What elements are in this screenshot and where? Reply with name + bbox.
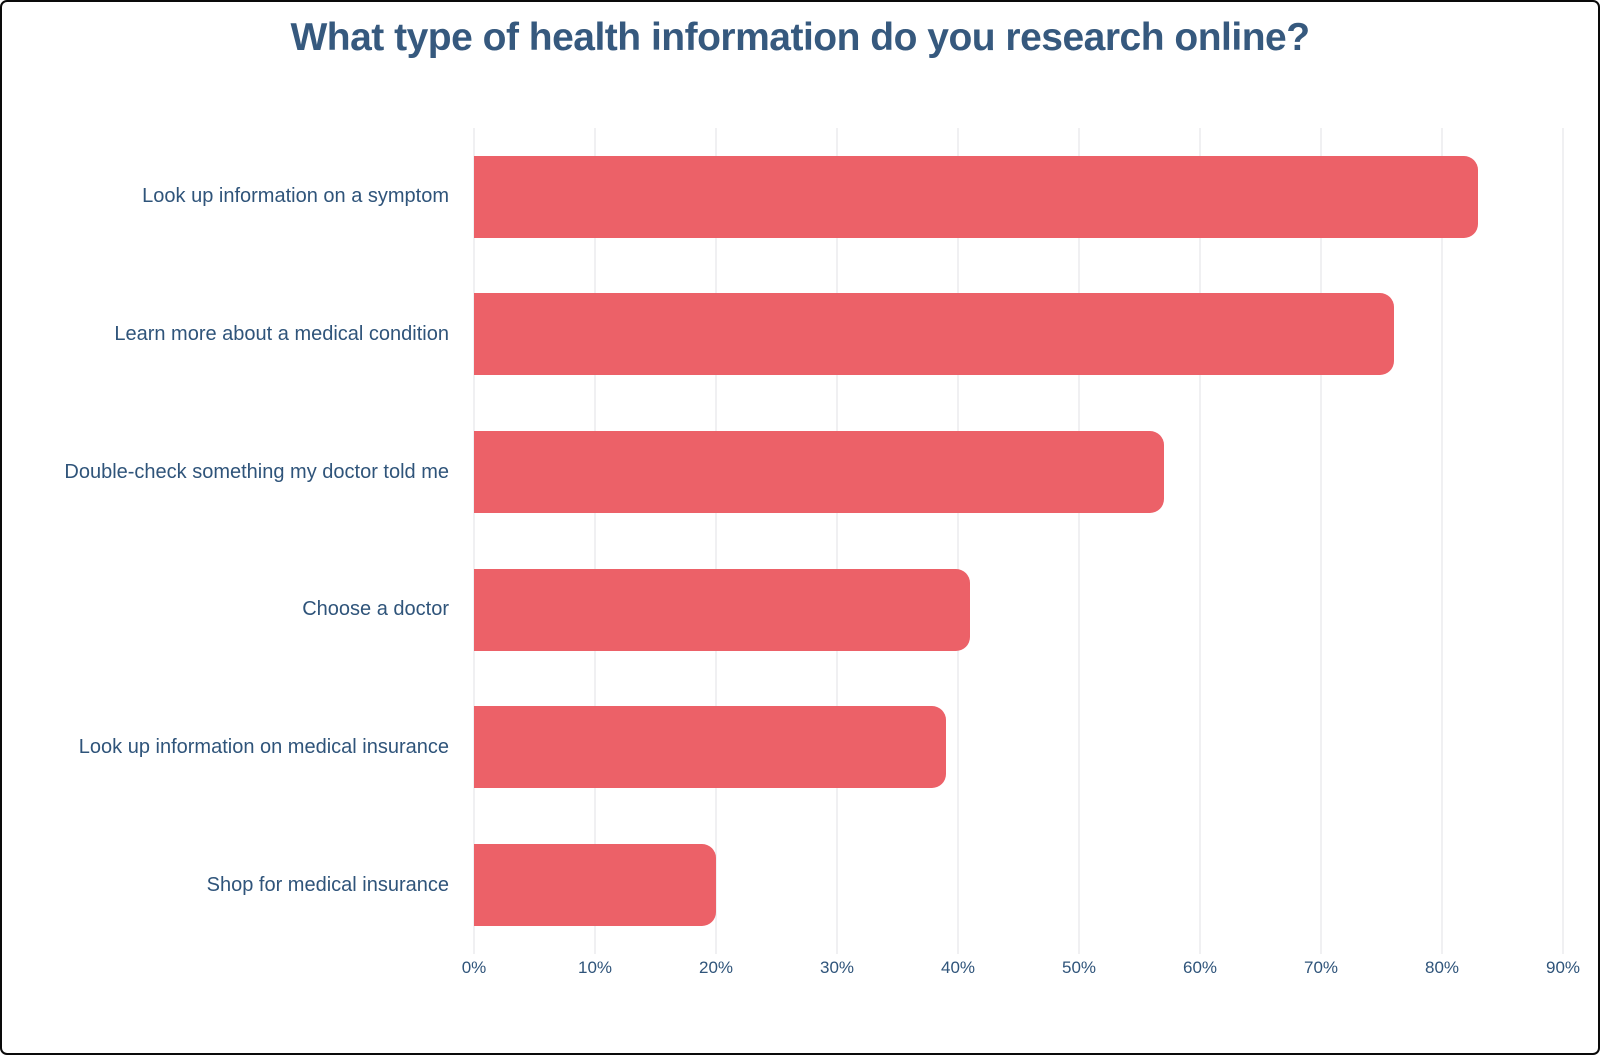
category-label: Double-check something my doctor told me: [64, 460, 449, 483]
bar: [474, 431, 1164, 514]
bar-row: [474, 679, 1563, 817]
x-tick-label: 10%: [577, 958, 613, 977]
x-tick-label: 70%: [1303, 958, 1339, 977]
gridline: [1562, 128, 1564, 954]
bar: [474, 293, 1394, 376]
x-axis: 0% 10% 20% 30% 40% 50% 60% 70% 80% 90%: [462, 958, 1580, 988]
gridline: [1199, 128, 1201, 954]
bar-row: [474, 128, 1563, 266]
gridline: [1320, 128, 1322, 954]
x-tick-label: 50%: [1061, 958, 1097, 977]
gridline: [473, 128, 475, 954]
x-tick-label: 30%: [819, 958, 855, 977]
gridline: [1441, 128, 1443, 954]
x-tick-label: 90%: [1545, 958, 1581, 977]
plot-area: [473, 128, 1564, 954]
bar: [474, 706, 946, 789]
category-label: Look up information on a symptom: [142, 185, 449, 208]
bar-row: [474, 266, 1563, 404]
bar-row: [474, 541, 1563, 679]
gridline: [594, 128, 596, 954]
bar: [474, 568, 971, 651]
chart-title: What type of health information do you r…: [290, 16, 1310, 59]
category-label: Choose a doctor: [302, 598, 449, 621]
bar: [474, 155, 1479, 238]
bar: [474, 844, 716, 927]
x-tick-label: 60%: [1182, 958, 1218, 977]
category-label: Shop for medical insurance: [206, 873, 449, 896]
x-tick-label: 80%: [1424, 958, 1460, 977]
bar-row: [474, 403, 1563, 541]
x-tick-label: 0%: [461, 958, 487, 977]
bar-row: [474, 816, 1563, 954]
gridline: [1078, 128, 1080, 954]
x-tick-label: 20%: [698, 958, 734, 977]
gridline: [957, 128, 959, 954]
category-label: Learn more about a medical condition: [114, 322, 449, 345]
x-tick-label: 40%: [940, 958, 976, 977]
category-axis: Look up information on a symptom Learn mo…: [2, 128, 449, 954]
category-label: Look up information on medical insurance: [78, 735, 449, 758]
gridline: [836, 128, 838, 954]
gridline: [715, 128, 717, 954]
